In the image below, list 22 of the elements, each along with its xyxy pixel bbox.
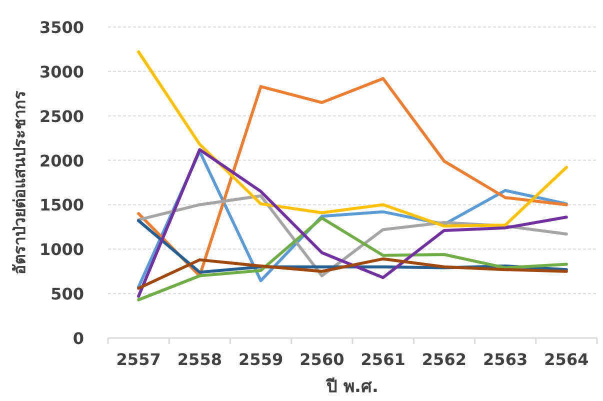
x-tick-label: 2560 <box>300 350 344 369</box>
y-tick-label: 1500 <box>39 196 84 215</box>
line-series <box>137 50 568 228</box>
x-tick-label: 2564 <box>544 350 589 369</box>
y-tick-label: 500 <box>50 284 84 304</box>
y-tick-label: 3000 <box>39 62 84 82</box>
y-tick-label: 0 <box>72 329 84 348</box>
x-tick-label: 2561 <box>360 350 406 369</box>
x-axis-title: ปี พ.ศ. <box>326 376 378 397</box>
line-series <box>137 257 568 290</box>
x-tick-label: 2562 <box>422 350 466 369</box>
y-axis-title: อัตราป่วยต่อแสนประชากร <box>10 90 29 274</box>
x-tick-label: 2557 <box>116 350 161 369</box>
y-tick-label: 1000 <box>39 240 84 260</box>
y-tick-label: 2000 <box>39 151 84 170</box>
line-series <box>137 77 568 278</box>
x-tick-label: 2559 <box>238 350 284 369</box>
y-tick-label: 3500 <box>39 18 84 37</box>
y-tick-label: 2500 <box>39 106 84 126</box>
x-tick-label: 2558 <box>177 350 222 369</box>
x-tick-label: 2563 <box>483 350 528 369</box>
line-series <box>137 216 568 302</box>
